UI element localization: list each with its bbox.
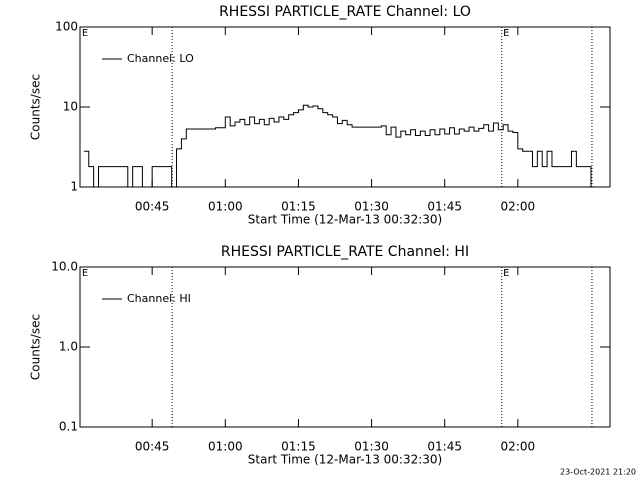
x-tick-label: 01:00: [208, 200, 243, 214]
event-label: E: [82, 28, 88, 39]
x-axis-label: Start Time (12-Mar-13 00:32:30): [248, 453, 442, 467]
y-tick-label: 1: [70, 180, 78, 194]
legend-label: Channel: LO: [127, 52, 194, 65]
x-tick-label: 01:30: [354, 200, 389, 214]
data-line: [83, 104, 592, 188]
y-tick-label: 10: [63, 100, 78, 114]
y-tick-label: 100: [55, 20, 78, 34]
y-axis-label: Counts/sec: [29, 314, 43, 380]
y-tick-label: 1.0: [59, 340, 78, 354]
x-tick-label: 01:45: [427, 200, 462, 214]
event-label: E: [503, 28, 509, 39]
x-tick-label: 01:30: [354, 440, 389, 454]
y-tick-label: 0.1: [59, 420, 78, 434]
x-tick-label: 00:45: [135, 440, 170, 454]
x-tick-label: 02:00: [501, 200, 536, 214]
x-tick-label: 01:15: [281, 440, 316, 454]
x-tick-label: 02:00: [501, 440, 536, 454]
chart-title: RHESSI PARTICLE_RATE Channel: LO: [219, 4, 471, 20]
event-label: E: [82, 268, 88, 279]
event-label: E: [503, 268, 509, 279]
y-axis-label: Counts/sec: [29, 74, 43, 140]
timestamp: 23-Oct-2021 21:20: [560, 468, 636, 477]
plot-frame: [79, 26, 611, 188]
x-tick-label: 01:45: [427, 440, 462, 454]
x-tick-label: 01:15: [281, 200, 316, 214]
plot-frame: [79, 266, 611, 428]
x-axis-label: Start Time (12-Mar-13 00:32:30): [248, 213, 442, 227]
legend-label: Channel: HI: [127, 292, 191, 305]
x-tick-label: 01:00: [208, 440, 243, 454]
chart-title: RHESSI PARTICLE_RATE Channel: HI: [221, 244, 469, 260]
y-tick-label: 10.0: [51, 260, 78, 274]
x-tick-label: 00:45: [135, 200, 170, 214]
